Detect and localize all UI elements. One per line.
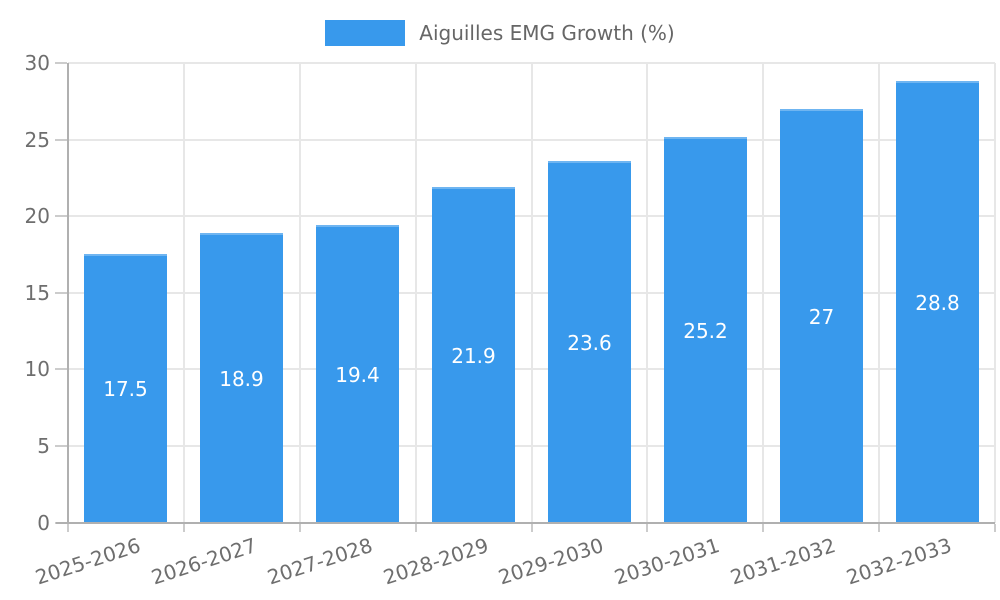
y-axis-line (67, 63, 69, 523)
gridline-vertical (646, 63, 649, 523)
bar-value-label: 27 (808, 304, 835, 329)
bar-value-label: 19.4 (335, 362, 380, 387)
bar-2031-2032: 27 (780, 108, 863, 523)
y-axis-tick (55, 215, 67, 218)
y-tick-label: 5 (37, 433, 50, 458)
legend-label: Aiguilles EMG Growth (%) (419, 21, 675, 45)
bar-2028-2029: 21.9 (432, 187, 515, 523)
gridline-vertical (878, 63, 881, 523)
x-axis-tick (646, 523, 649, 532)
x-axis-tick (762, 523, 765, 532)
x-tick-label: 2028-2029 (379, 532, 491, 590)
gridline-vertical (298, 63, 301, 523)
y-tick-label: 15 (24, 280, 50, 305)
x-axis-tick (878, 523, 881, 532)
y-tick-label: 20 (24, 204, 50, 229)
bar-2032-2033: 28.8 (896, 81, 979, 523)
x-axis-tick (530, 523, 533, 532)
y-tick-label: 10 (24, 357, 50, 382)
x-tick-label: 2029-2030 (495, 532, 607, 590)
y-axis-tick (55, 138, 67, 141)
gridline-vertical (182, 63, 185, 523)
x-tick-label: 2026-2027 (148, 532, 260, 590)
y-axis-tick (55, 368, 67, 371)
y-axis-tick (55, 444, 67, 447)
bar-value-label: 17.5 (103, 377, 148, 402)
y-tick-label: 25 (24, 127, 50, 152)
x-tick-label: 2032-2033 (843, 532, 955, 590)
bar-2030-2031: 25.2 (664, 136, 747, 523)
bar-2025-2026: 17.5 (84, 254, 167, 523)
bar-value-label: 18.9 (219, 366, 264, 391)
x-tick-label: 2030-2031 (611, 532, 723, 590)
legend-swatch (325, 20, 406, 46)
y-axis-tick (55, 291, 67, 294)
y-tick-label: 0 (37, 510, 50, 535)
bar-2029-2030: 23.6 (548, 161, 631, 523)
bar-2027-2028: 19.4 (316, 225, 399, 523)
x-axis-line (56, 521, 995, 524)
legend[interactable]: Aiguilles EMG Growth (%) (0, 20, 1000, 46)
x-axis-tick (994, 523, 996, 532)
x-tick-label: 2025-2026 (32, 532, 144, 590)
bar-value-label: 21.9 (451, 343, 496, 368)
x-axis-tick (67, 523, 69, 532)
x-axis-tick (414, 523, 417, 532)
gridline-vertical (762, 63, 765, 523)
y-axis-tick (55, 62, 67, 64)
bar-value-label: 23.6 (567, 330, 612, 355)
bar-value-label: 25.2 (683, 318, 728, 343)
x-axis-tick (182, 523, 185, 532)
x-tick-label: 2027-2028 (264, 532, 376, 590)
bar-2026-2027: 18.9 (200, 233, 283, 523)
gridline-vertical (994, 63, 996, 523)
gridline-vertical (414, 63, 417, 523)
gridline-vertical (530, 63, 533, 523)
bar-value-label: 28.8 (915, 290, 960, 315)
x-tick-label: 2031-2032 (727, 532, 839, 590)
x-axis-tick (298, 523, 301, 532)
y-tick-label: 30 (24, 51, 50, 75)
